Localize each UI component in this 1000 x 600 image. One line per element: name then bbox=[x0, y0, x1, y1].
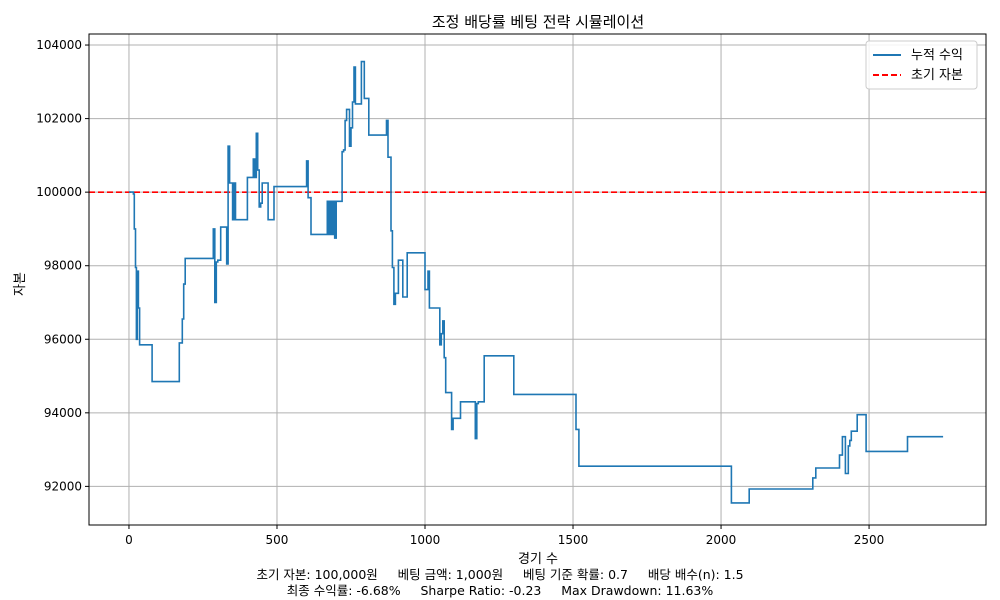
x-axis-ticks: 0 500 1000 1500 2000 2500 bbox=[125, 525, 884, 547]
x-tick-label: 2000 bbox=[706, 533, 737, 547]
axes-frame bbox=[88, 33, 987, 526]
x-tick-label: 2500 bbox=[854, 533, 885, 547]
chart-title: 조정 배당률 베팅 전략 시뮬레이션 bbox=[432, 13, 644, 31]
footer-params-line: 초기 자본: 100,000원 베팅 금액: 1,000원 베팅 기준 확률: … bbox=[256, 567, 743, 582]
x-tick-label: 0 bbox=[125, 533, 133, 547]
y-tick-label: 102000 bbox=[36, 112, 82, 126]
cumulative-return-line bbox=[129, 60, 944, 504]
x-axis-label: 경기 수 bbox=[518, 552, 558, 567]
x-tick-label: 500 bbox=[266, 533, 289, 547]
y-axis-label: 자본 bbox=[13, 272, 28, 296]
y-tick-label: 104000 bbox=[36, 38, 82, 52]
grid-lines bbox=[89, 34, 986, 525]
y-tick-label: 98000 bbox=[44, 259, 82, 273]
y-axis-ticks: 92000 94000 96000 98000 100000 102000 104000 bbox=[36, 38, 89, 493]
legend-label-initial: 초기 자본 bbox=[911, 68, 963, 83]
y-tick-label: 96000 bbox=[44, 332, 82, 346]
legend-box bbox=[865, 40, 978, 90]
plot-series bbox=[89, 60, 986, 504]
y-tick-label: 94000 bbox=[44, 406, 82, 420]
x-tick-label: 1000 bbox=[410, 533, 441, 547]
legend-label-cumulative: 누적 수익 bbox=[911, 48, 963, 63]
y-tick-label: 92000 bbox=[44, 479, 82, 493]
y-tick-label: 100000 bbox=[36, 185, 82, 199]
legend: 누적 수익 초기 자본 bbox=[865, 40, 978, 90]
footer-results-line: 최종 수익률: -6.68% Sharpe Ratio: -0.23 Max D… bbox=[287, 583, 714, 598]
x-tick-label: 1500 bbox=[558, 533, 589, 547]
